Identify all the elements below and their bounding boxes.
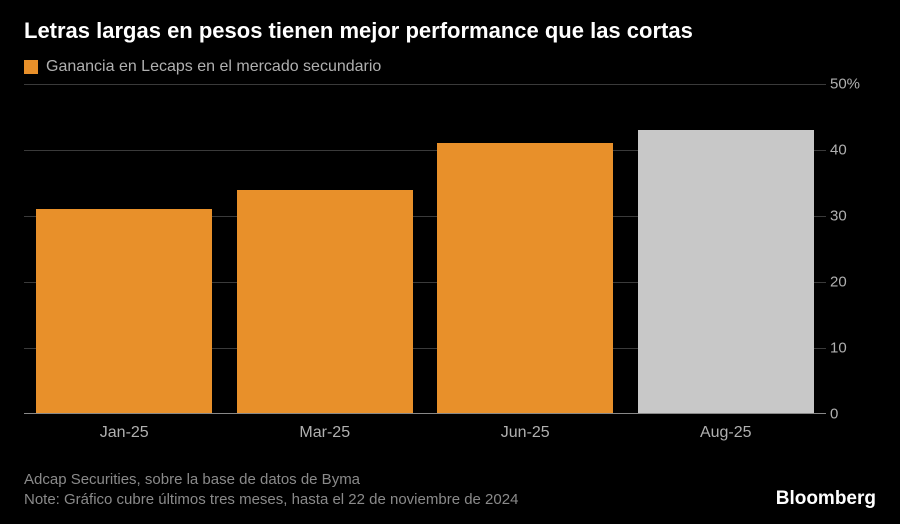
y-tick-0: 0	[830, 406, 870, 423]
x-label-2: Jun-25	[437, 424, 613, 442]
plot-area: 50% 40 30 20 10 0	[24, 84, 826, 414]
bar-jan25	[36, 209, 212, 414]
y-tick-50: 50%	[830, 76, 870, 93]
y-tick-20: 20	[830, 274, 870, 291]
x-label-0: Jan-25	[36, 424, 212, 442]
baseline	[24, 413, 826, 414]
x-label-3: Aug-25	[638, 424, 814, 442]
chart-container: Letras largas en pesos tienen mejor perf…	[0, 0, 900, 524]
note-line: Note: Gráfico cubre últimos tres meses, …	[24, 490, 518, 510]
footer-text: Adcap Securities, sobre la base de datos…	[24, 470, 518, 511]
brand-label: Bloomberg	[776, 488, 876, 510]
bar-jun25	[437, 143, 613, 414]
legend-label: Ganancia en Lecaps en el mercado secunda…	[46, 58, 381, 76]
y-tick-10: 10	[830, 340, 870, 357]
chart-title: Letras largas en pesos tienen mejor perf…	[24, 18, 876, 44]
bar-mar25	[237, 190, 413, 414]
legend-swatch	[24, 60, 38, 74]
legend: Ganancia en Lecaps en el mercado secunda…	[24, 58, 876, 76]
x-axis-labels: Jan-25 Mar-25 Jun-25 Aug-25	[24, 424, 826, 442]
source-line: Adcap Securities, sobre la base de datos…	[24, 470, 518, 490]
y-tick-30: 30	[830, 208, 870, 225]
bars-row	[24, 84, 826, 414]
bar-aug25	[638, 130, 814, 414]
x-label-1: Mar-25	[237, 424, 413, 442]
footer: Adcap Securities, sobre la base de datos…	[24, 470, 876, 511]
y-tick-40: 40	[830, 142, 870, 159]
